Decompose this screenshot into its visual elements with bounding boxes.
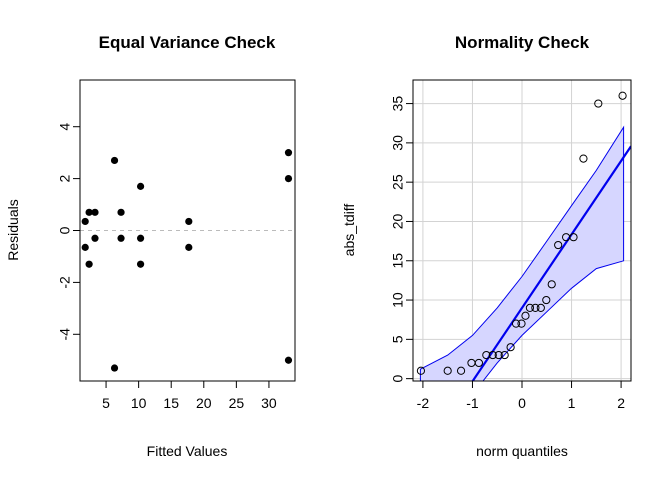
data-point <box>284 356 293 364</box>
y-tick-label: 2 <box>57 175 73 183</box>
data-point <box>521 311 530 320</box>
data-point <box>547 280 556 289</box>
data-point <box>500 350 509 360</box>
x-tick-label: 0 <box>518 395 526 411</box>
data-point <box>110 156 119 165</box>
normality-panel: Normality Check norm quantiles abs_tdiff… <box>341 33 632 459</box>
data-point <box>81 217 89 226</box>
y-tick-label: 4 <box>57 123 73 131</box>
y-tick-label: -2 <box>57 276 73 289</box>
data-point <box>531 303 540 313</box>
data-point <box>506 343 515 352</box>
x-tick-label: 15 <box>163 395 179 411</box>
y-tick-label: 25 <box>390 174 406 190</box>
x-tick-label: 1 <box>568 395 576 411</box>
data-point <box>85 208 93 216</box>
data-point <box>81 243 89 251</box>
data-point <box>136 260 145 268</box>
y-tick-label: 30 <box>390 135 406 151</box>
y-axis-label: abs_tdiff <box>341 204 357 257</box>
data-point <box>474 358 483 368</box>
y-tick-label: 5 <box>390 335 406 343</box>
data-point <box>117 208 125 216</box>
data-point <box>482 350 491 360</box>
data-point <box>618 91 627 100</box>
confidence-band <box>419 125 625 381</box>
data-point <box>569 233 578 242</box>
data-point <box>594 99 603 108</box>
x-tick-label: 20 <box>196 395 212 411</box>
data-point <box>554 240 563 250</box>
data-point <box>117 234 125 242</box>
y-tick-label: 0 <box>57 226 73 234</box>
x-tick-label: -2 <box>417 395 430 411</box>
y-tick-label: 20 <box>390 213 406 229</box>
data-point <box>85 260 93 268</box>
x-tick-label: -1 <box>466 395 479 411</box>
chart-title: Equal Variance Check <box>99 33 276 52</box>
data-point <box>511 319 521 328</box>
data-point <box>284 175 293 183</box>
y-tick-label: 35 <box>390 96 406 112</box>
x-axis-label: norm quantiles <box>476 443 568 459</box>
data-point <box>579 154 588 163</box>
x-tick-label: 2 <box>617 395 625 411</box>
data-point <box>185 217 193 226</box>
data-point <box>443 366 452 375</box>
y-tick-label: 10 <box>390 292 406 308</box>
y-axis-label: Residuals <box>5 199 21 260</box>
data-point <box>91 208 99 216</box>
data-point <box>488 350 497 360</box>
y-tick-label: 15 <box>390 253 406 269</box>
data-point <box>416 366 426 375</box>
data-point <box>136 182 145 190</box>
x-tick-label: 10 <box>131 395 147 411</box>
data-point <box>456 366 466 375</box>
chart-title: Normality Check <box>455 33 590 52</box>
data-point <box>494 350 503 360</box>
x-tick-label: 25 <box>229 395 245 411</box>
data-point <box>185 243 193 251</box>
equal-variance-panel: Equal Variance Check Fitted Values Resid… <box>5 33 296 459</box>
reference-line <box>471 145 631 381</box>
data-point <box>536 303 545 313</box>
data-point <box>525 303 535 313</box>
data-point <box>517 319 526 328</box>
x-tick-label: 30 <box>261 395 277 411</box>
x-tick-label: 5 <box>102 395 110 411</box>
data-point <box>284 149 293 157</box>
y-tick-label: 0 <box>390 375 406 383</box>
data-point <box>136 234 145 242</box>
y-tick-label: -4 <box>57 328 73 341</box>
data-point <box>110 364 119 372</box>
data-point <box>91 234 99 242</box>
x-axis-label: Fitted Values <box>147 443 228 459</box>
data-point <box>542 295 551 305</box>
